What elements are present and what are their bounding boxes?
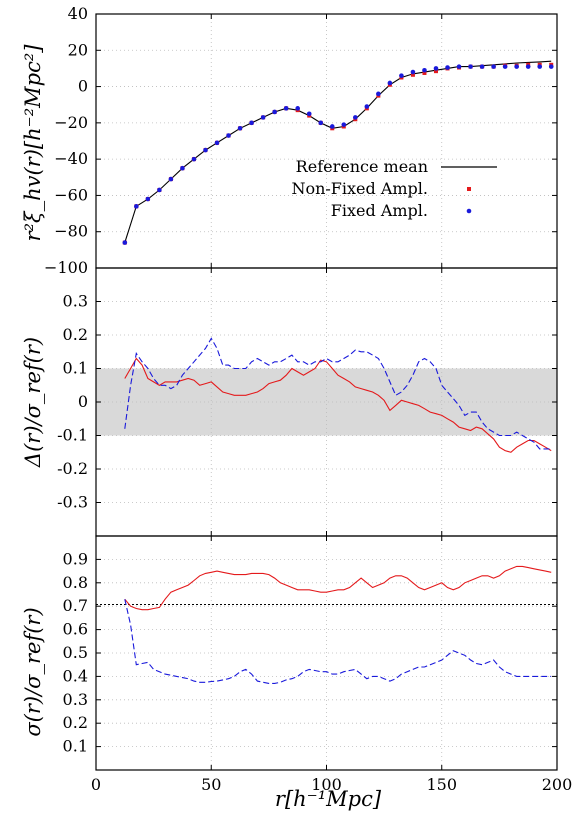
y-tick-label: 0.2 bbox=[63, 325, 88, 344]
legend-marker-fixed-ampl bbox=[466, 208, 472, 214]
series-point-fixed bbox=[468, 64, 473, 69]
series-point-fixed bbox=[191, 156, 197, 162]
ylabel-bottom: σ(r)/σ_ref(r) bbox=[21, 607, 45, 736]
series-point-non-fixed bbox=[422, 70, 427, 75]
y-tick-label: -0.2 bbox=[57, 459, 88, 478]
y-tick-label: −80 bbox=[54, 222, 88, 241]
series-line-0 bbox=[124, 565, 552, 611]
series-point-fixed bbox=[134, 204, 139, 209]
series-point-fixed bbox=[203, 147, 208, 153]
legend-entry-non-fixed-ampl: Non-Fixed Ampl. bbox=[291, 179, 428, 198]
y-tick-label: 0.6 bbox=[63, 620, 88, 639]
series-point-fixed bbox=[145, 196, 151, 202]
series-point-fixed bbox=[479, 64, 485, 69]
series-point-fixed bbox=[226, 133, 231, 138]
series-point-fixed bbox=[249, 120, 254, 126]
series-point-non-fixed bbox=[410, 72, 415, 77]
y-tick-label: -0.1 bbox=[57, 426, 88, 445]
y-tick-label: −60 bbox=[54, 185, 88, 204]
series-line-1 bbox=[124, 337, 552, 450]
series-point-fixed bbox=[514, 64, 519, 69]
ylabel-middle: Δ(r)/σ_ref(r) bbox=[21, 337, 45, 468]
series-line-0 bbox=[124, 357, 552, 453]
series-point-fixed bbox=[537, 64, 543, 69]
legend-entry-fixed-ampl: Fixed Ampl. bbox=[331, 201, 428, 220]
series-point-fixed bbox=[318, 120, 324, 126]
x-tick-label: 200 bbox=[542, 775, 573, 794]
ylabel-top: r²ξ_hv(r)[h⁻²Mpc²] bbox=[21, 44, 45, 242]
y-tick-label: 0 bbox=[78, 392, 88, 411]
series-point-fixed bbox=[456, 64, 462, 69]
series-point-fixed bbox=[122, 240, 128, 245]
y-tick-label: 0.1 bbox=[63, 737, 88, 756]
series-point-fixed bbox=[364, 104, 370, 109]
series-point-fixed bbox=[168, 176, 174, 182]
panel-middle: 0.3 0.2 0.1 0 -0.1 -0.2 -0.3 bbox=[57, 267, 558, 537]
series-point-fixed bbox=[157, 187, 162, 193]
y-tick-label: 0.7 bbox=[63, 596, 88, 615]
series-point-fixed bbox=[329, 124, 335, 129]
series-point-fixed bbox=[341, 122, 347, 127]
series-point-fixed bbox=[525, 64, 531, 69]
series-point-fixed bbox=[295, 106, 300, 111]
y-tick-label: −100 bbox=[44, 258, 88, 277]
legend: Reference mean Non-Fixed Ampl. Fixed Amp… bbox=[291, 157, 497, 220]
series-point-fixed bbox=[548, 64, 554, 69]
y-tick-label: 0.1 bbox=[63, 359, 88, 378]
y-tick-label: 0.5 bbox=[63, 643, 88, 662]
series-point-fixed bbox=[237, 126, 243, 131]
series-point-fixed bbox=[410, 69, 416, 75]
y-tick-label: 0.8 bbox=[63, 573, 88, 592]
x-tick-label: 0 bbox=[91, 775, 101, 794]
series-point-fixed bbox=[260, 115, 266, 120]
y-tick-label: −20 bbox=[54, 113, 88, 132]
y-tick-label: 0.3 bbox=[63, 292, 88, 311]
series-point-fixed bbox=[180, 165, 185, 171]
series-point-fixed bbox=[502, 64, 508, 69]
series-point-fixed bbox=[306, 111, 312, 117]
y-tick-label: 40 bbox=[68, 4, 88, 23]
x-tick-label: 100 bbox=[311, 775, 342, 794]
legend-marker-non-fixed-ampl bbox=[467, 187, 471, 191]
series-point-fixed bbox=[399, 73, 404, 78]
y-tick-label: 0.2 bbox=[63, 713, 88, 732]
y-tick-label: 0.9 bbox=[63, 549, 88, 568]
series-point-fixed bbox=[283, 106, 289, 111]
x-tick-label: 150 bbox=[426, 775, 457, 794]
series-point-fixed bbox=[433, 66, 439, 71]
y-tick-label: -0.3 bbox=[57, 493, 88, 512]
series-point-fixed bbox=[353, 115, 358, 120]
legend-entry-reference-mean: Reference mean bbox=[296, 157, 428, 176]
y-tick-label: 0.4 bbox=[63, 666, 88, 685]
series-point-fixed bbox=[272, 109, 277, 115]
series-point-fixed bbox=[422, 67, 427, 73]
series-point-fixed bbox=[214, 140, 220, 146]
band-rect bbox=[96, 368, 557, 436]
y-tick-label: −40 bbox=[54, 149, 88, 168]
series-point-non-fixed bbox=[433, 69, 438, 74]
series-line-1 bbox=[124, 599, 552, 684]
y-tick-label: 0.3 bbox=[63, 690, 88, 709]
panel-frame bbox=[95, 535, 558, 771]
series-point-fixed bbox=[445, 65, 450, 70]
y-tick-label: 0 bbox=[78, 77, 88, 96]
series-point-fixed bbox=[376, 91, 381, 97]
x-tick-label: 50 bbox=[201, 775, 221, 794]
xlabel: r[h⁻¹Mpc] bbox=[275, 787, 382, 811]
series-point-fixed bbox=[387, 80, 393, 86]
panel-bottom: 0.9 0.8 0.7 0.6 0.5 0.4 0.3 0.2 0.10 50 100 150 200 bbox=[63, 535, 573, 794]
y-tick-label: 20 bbox=[68, 40, 88, 59]
series-point-fixed bbox=[491, 64, 496, 69]
